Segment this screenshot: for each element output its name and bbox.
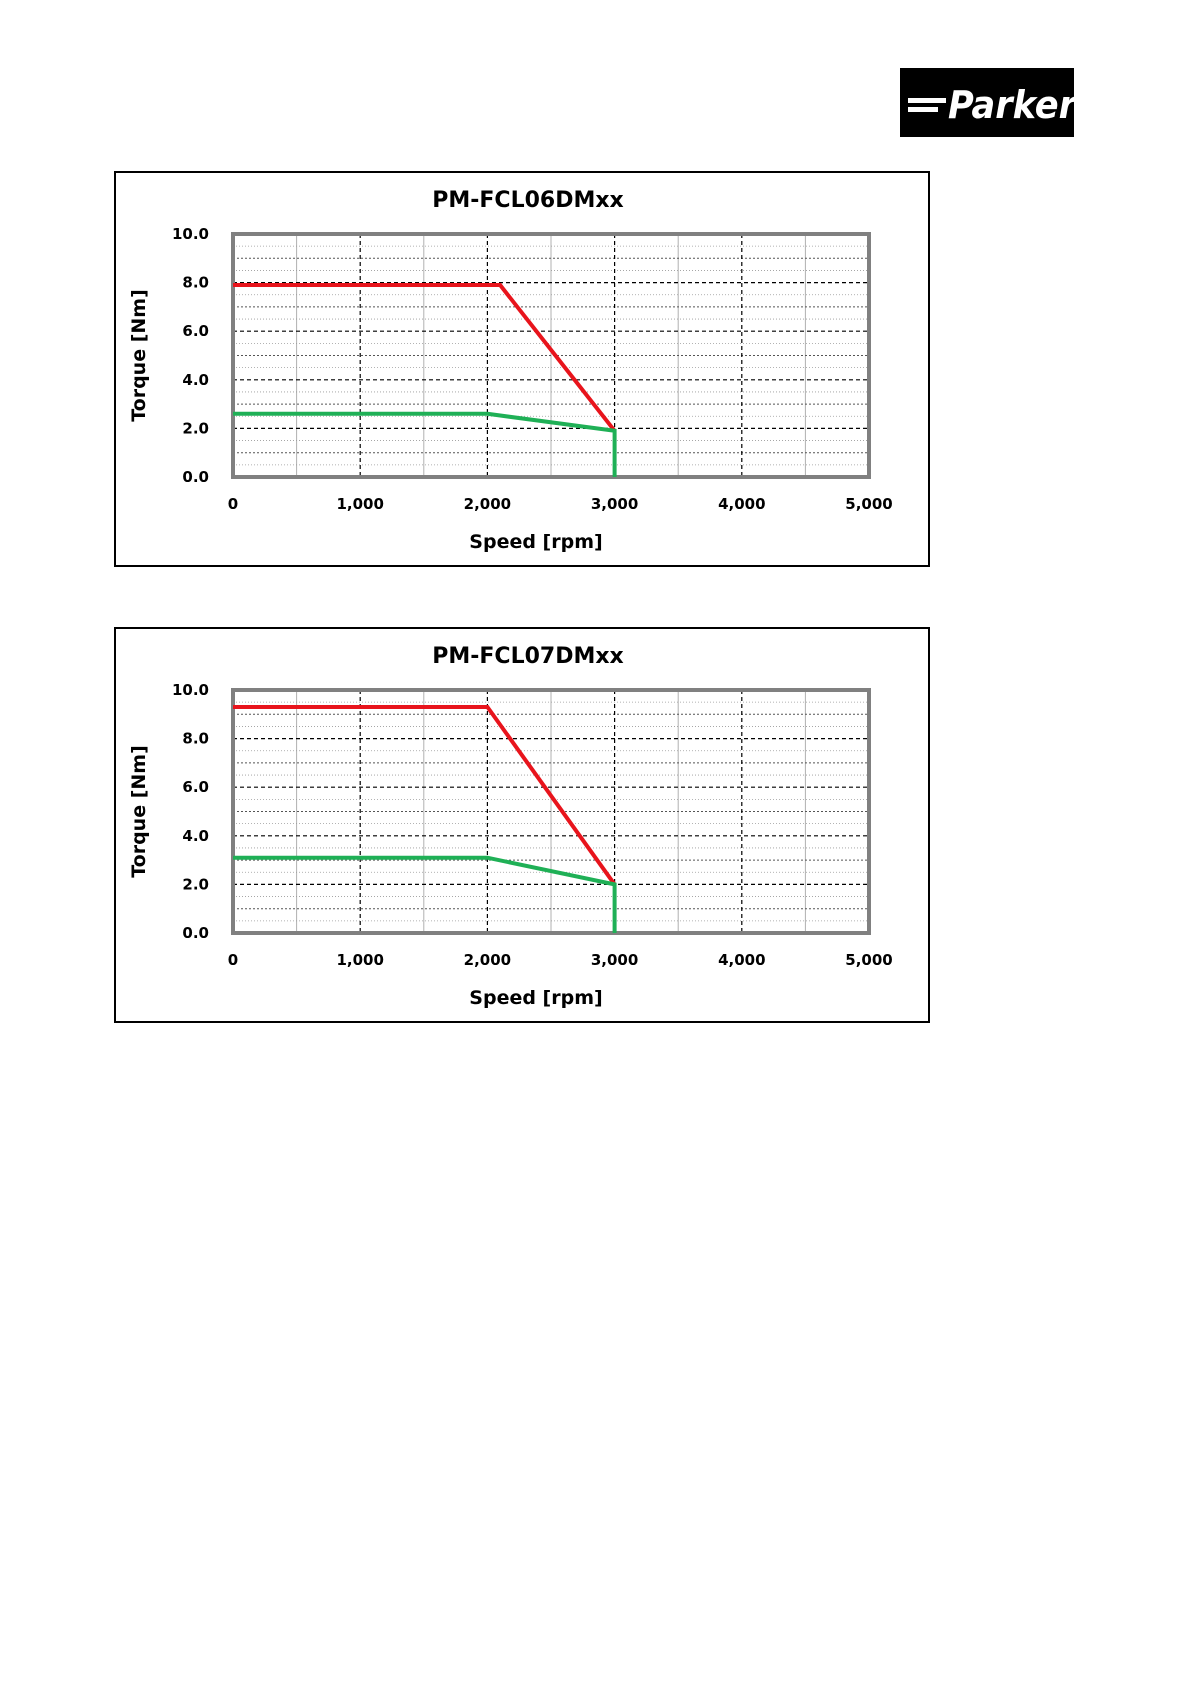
y-tick-label: 6.0 bbox=[182, 778, 209, 796]
x-tick-label: 2,000 bbox=[464, 495, 511, 513]
x-tick-label: 5,000 bbox=[845, 495, 892, 513]
chart-pm-fcl06dmxx: 0.0 2.0 4.0 6.0 8.0 10.0 0 1,000 2,000 3,000 4,000… bbox=[114, 171, 930, 567]
chart-title: PM-FCL06DMxx bbox=[432, 188, 624, 213]
y-tick-label: 0.0 bbox=[182, 924, 209, 942]
y-tick-label: 4.0 bbox=[182, 371, 209, 389]
parker-logo-icon: Parker bbox=[908, 83, 1074, 127]
y-axis-label: Torque [Nm] bbox=[128, 745, 150, 878]
y-tick-label: 10.0 bbox=[172, 681, 209, 699]
y-tick-label: 8.0 bbox=[182, 730, 209, 748]
y-tick-label: 2.0 bbox=[182, 419, 209, 437]
chart-pm-fcl07dmxx: 0.0 2.0 4.0 6.0 8.0 10.0 0 1,000 2,000 3,000 4,000… bbox=[114, 627, 930, 1023]
y-tick-label: 0.0 bbox=[182, 468, 209, 486]
logo-stripe-bottom bbox=[908, 107, 938, 112]
logo-stripe-top bbox=[908, 98, 946, 103]
x-tick-label: 1,000 bbox=[336, 495, 383, 513]
chart-title: PM-FCL07DMxx bbox=[432, 644, 624, 669]
y-tick-label: 8.0 bbox=[182, 274, 209, 292]
x-tick-label: 0 bbox=[228, 495, 238, 513]
x-tick-label: 3,000 bbox=[591, 495, 638, 513]
y-tick-label: 4.0 bbox=[182, 827, 209, 845]
plot-border bbox=[231, 232, 871, 479]
x-tick-label: 4,000 bbox=[718, 951, 765, 969]
x-tick-label: 3,000 bbox=[591, 951, 638, 969]
series-line-1 bbox=[233, 855, 617, 933]
x-axis-label: Speed [rpm] bbox=[469, 531, 602, 553]
logo-text: Parker bbox=[948, 83, 1074, 127]
x-axis-label: Speed [rpm] bbox=[469, 987, 602, 1009]
series-line-1 bbox=[233, 411, 617, 477]
x-tick-label: 1,000 bbox=[336, 951, 383, 969]
series-line-0 bbox=[233, 283, 617, 433]
y-tick-label: 6.0 bbox=[182, 322, 209, 340]
plot-border bbox=[231, 688, 871, 935]
parker-logo: Parker bbox=[900, 68, 1074, 137]
series-line-0 bbox=[233, 705, 617, 886]
x-tick-label: 2,000 bbox=[464, 951, 511, 969]
x-tick-label: 4,000 bbox=[718, 495, 765, 513]
chart-svg: 0.0 2.0 4.0 6.0 8.0 10.0 0 1,000 2,000 3,000 4,000… bbox=[128, 188, 893, 553]
x-tick-label: 5,000 bbox=[845, 951, 892, 969]
y-axis-label: Torque [Nm] bbox=[128, 289, 150, 422]
y-tick-label: 2.0 bbox=[182, 875, 209, 893]
x-tick-label: 0 bbox=[228, 951, 238, 969]
chart-svg: 0.0 2.0 4.0 6.0 8.0 10.0 0 1,000 2,000 3,000 4,000… bbox=[128, 644, 893, 1009]
y-tick-label: 10.0 bbox=[172, 225, 209, 243]
